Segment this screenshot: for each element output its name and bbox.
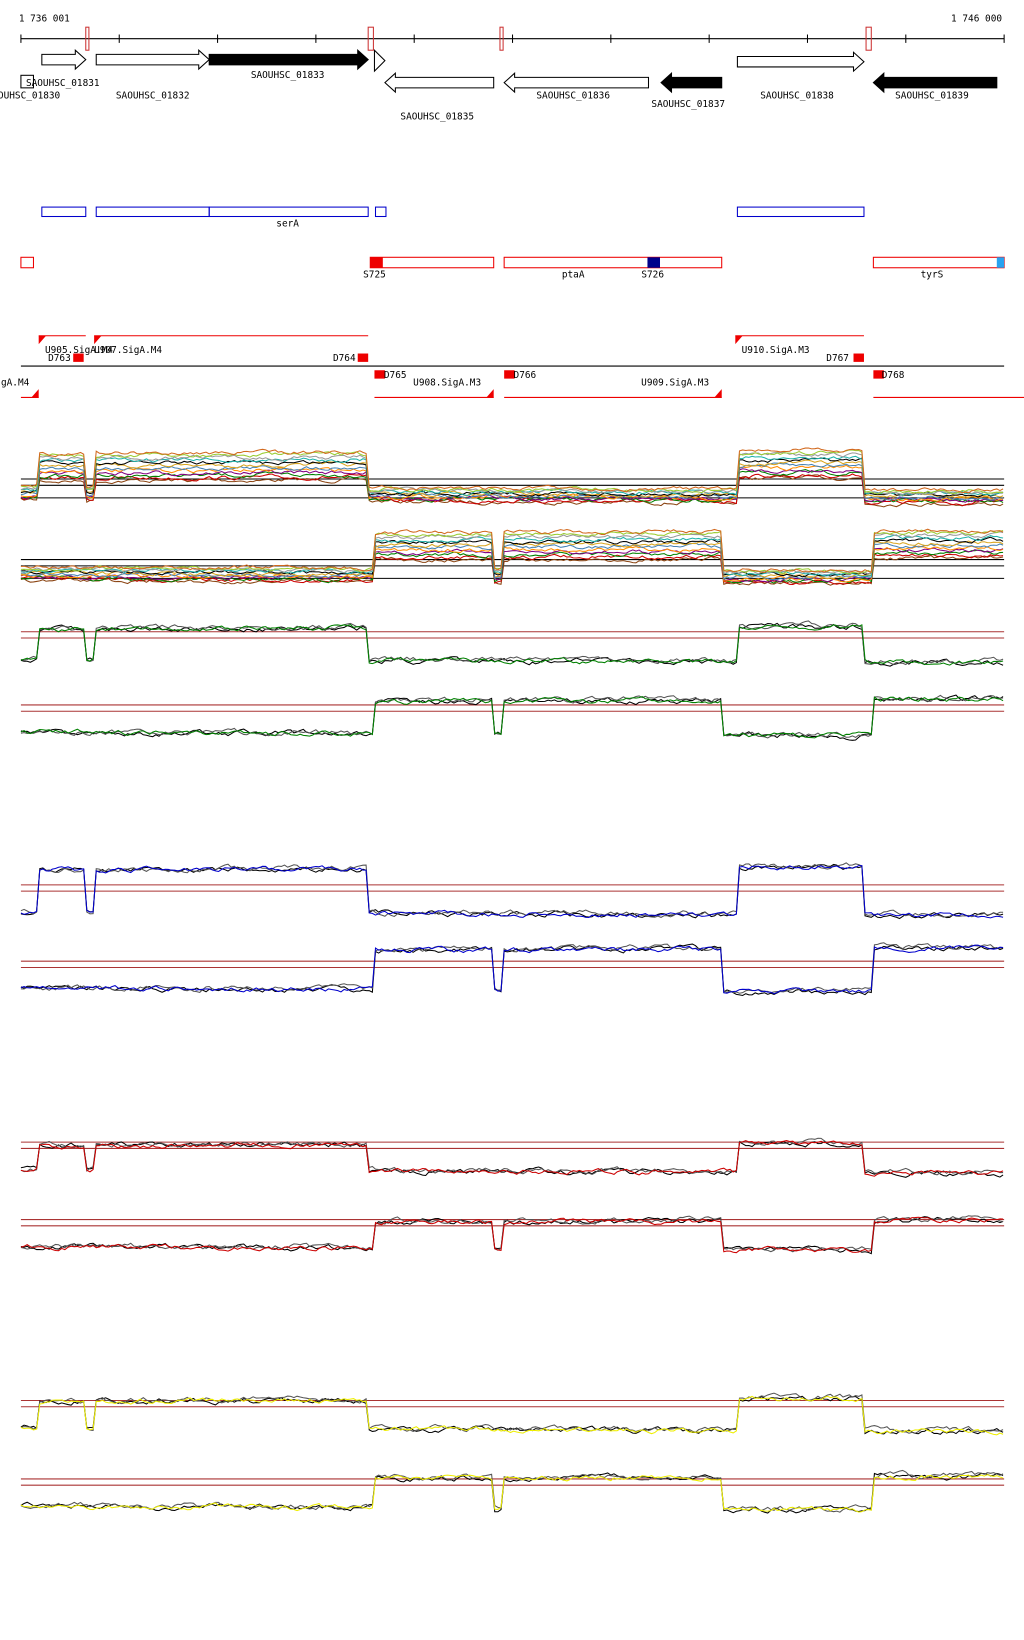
profile-line bbox=[20, 1392, 1004, 1434]
gene-label: SAOUHSC_01835 bbox=[400, 112, 474, 123]
gene-arrow bbox=[373, 48, 386, 73]
gene-label: SAOUHSC_01832 bbox=[116, 91, 190, 102]
promoter-label: D764 bbox=[333, 353, 356, 364]
gene-arrow bbox=[503, 72, 650, 94]
profile-line bbox=[20, 622, 1004, 667]
profile-line bbox=[20, 694, 1004, 739]
gene-arrow bbox=[872, 72, 998, 94]
profile-line bbox=[20, 547, 1004, 583]
ruler-marker bbox=[499, 26, 504, 51]
segment-fill bbox=[647, 257, 661, 268]
profile-line bbox=[20, 1395, 1004, 1436]
terminator bbox=[374, 370, 385, 379]
promoter-flag bbox=[486, 389, 494, 398]
operon-box bbox=[208, 206, 369, 218]
gene-arrow bbox=[384, 72, 495, 94]
promoter-label: U909.SigA.M3 bbox=[641, 377, 709, 388]
profile-line bbox=[20, 534, 1004, 577]
gene-label: OUHSC_01830 bbox=[0, 91, 61, 102]
promoter-label: D768 bbox=[882, 370, 905, 381]
profile-line bbox=[20, 549, 1004, 584]
segment-fill bbox=[370, 257, 383, 268]
promoter-flag bbox=[735, 335, 743, 345]
promoter-label: D767 bbox=[826, 353, 849, 364]
segment-label: S725 bbox=[363, 270, 386, 281]
promoter-flag bbox=[38, 335, 47, 345]
promoter-label: U908.SigA.M3 bbox=[413, 377, 481, 388]
terminator bbox=[504, 370, 515, 379]
gene-arrow bbox=[95, 49, 210, 71]
profile-line bbox=[20, 944, 1004, 995]
promoter-label: D765 bbox=[384, 370, 407, 381]
profile-line bbox=[20, 865, 1004, 919]
profile-line bbox=[20, 862, 1004, 918]
ruler-marker bbox=[85, 26, 90, 51]
segment-box bbox=[503, 256, 723, 269]
tracks: 1 736 001 1 746 000 OUHSC_01830 SAOUHSC_0… bbox=[0, 13, 1024, 1514]
gene-arrow bbox=[41, 49, 87, 71]
profile-line bbox=[20, 942, 1004, 994]
promoter-flag bbox=[31, 389, 39, 398]
profile-line bbox=[20, 1469, 1004, 1513]
profile-line bbox=[20, 624, 1004, 666]
profile-line bbox=[20, 462, 1004, 501]
profile-line bbox=[20, 447, 1004, 494]
gene-box bbox=[20, 74, 34, 89]
profile-line bbox=[20, 1216, 1004, 1254]
terminator bbox=[357, 353, 369, 362]
promoter-label: D763 bbox=[48, 353, 71, 364]
promoter-label: U907.SigA.M4 bbox=[94, 345, 162, 356]
gene-label: SAOUHSC_01836 bbox=[536, 91, 610, 102]
profile-line bbox=[20, 696, 1004, 739]
profile-line bbox=[20, 1215, 1004, 1253]
ruler-end: 1 746 000 bbox=[951, 13, 1002, 24]
profile-line bbox=[20, 1140, 1004, 1177]
profile-line bbox=[20, 528, 1004, 574]
profile-line bbox=[20, 529, 1004, 575]
promoter-label: U905.SigA.M4 bbox=[45, 345, 113, 356]
segment-label: S726 bbox=[641, 270, 664, 281]
profile-line bbox=[20, 1472, 1004, 1514]
segment-label: ptaA bbox=[562, 270, 585, 281]
profile-line bbox=[20, 620, 1004, 666]
gene-label: SAOUHSC_01837 bbox=[651, 99, 725, 110]
gene-arrow bbox=[208, 49, 369, 71]
promoter-label: gA.M4 bbox=[1, 377, 30, 388]
ruler-marker bbox=[865, 26, 872, 51]
operon-box bbox=[374, 206, 387, 218]
ruler-marker bbox=[367, 26, 374, 51]
promoter-flag bbox=[714, 389, 722, 398]
ruler-start: 1 736 001 bbox=[19, 13, 70, 24]
segment-label: tyrS bbox=[921, 270, 944, 281]
operon-label: serA bbox=[276, 218, 299, 229]
promoter-label: U910.SigA.M3 bbox=[742, 345, 810, 356]
segment-box bbox=[20, 256, 34, 269]
segment-fill bbox=[996, 257, 1005, 268]
profile-line bbox=[20, 531, 1004, 575]
profile-line bbox=[20, 536, 1004, 578]
gene-label: SAOUHSC_01839 bbox=[895, 91, 969, 102]
terminator bbox=[853, 353, 864, 362]
gene-arrow bbox=[660, 72, 723, 94]
profile-line bbox=[20, 545, 1004, 583]
terminator bbox=[73, 353, 84, 362]
gene-label: SAOUHSC_01831 bbox=[26, 78, 100, 89]
gene-arrow bbox=[736, 51, 865, 73]
segment-box bbox=[369, 256, 495, 269]
gene-label: SAOUHSC_01833 bbox=[251, 70, 325, 81]
profile-line bbox=[20, 459, 1004, 498]
profile-line bbox=[20, 464, 1004, 502]
operon-box bbox=[95, 206, 210, 218]
promoter-label: D766 bbox=[514, 370, 537, 381]
promoter-flag bbox=[94, 335, 102, 345]
terminator bbox=[873, 370, 884, 379]
operon-box bbox=[736, 206, 865, 218]
segment-box bbox=[872, 256, 1005, 269]
gene-label: SAOUHSC_01838 bbox=[760, 91, 834, 102]
operon-box bbox=[41, 206, 87, 218]
profile-line bbox=[20, 1474, 1004, 1513]
